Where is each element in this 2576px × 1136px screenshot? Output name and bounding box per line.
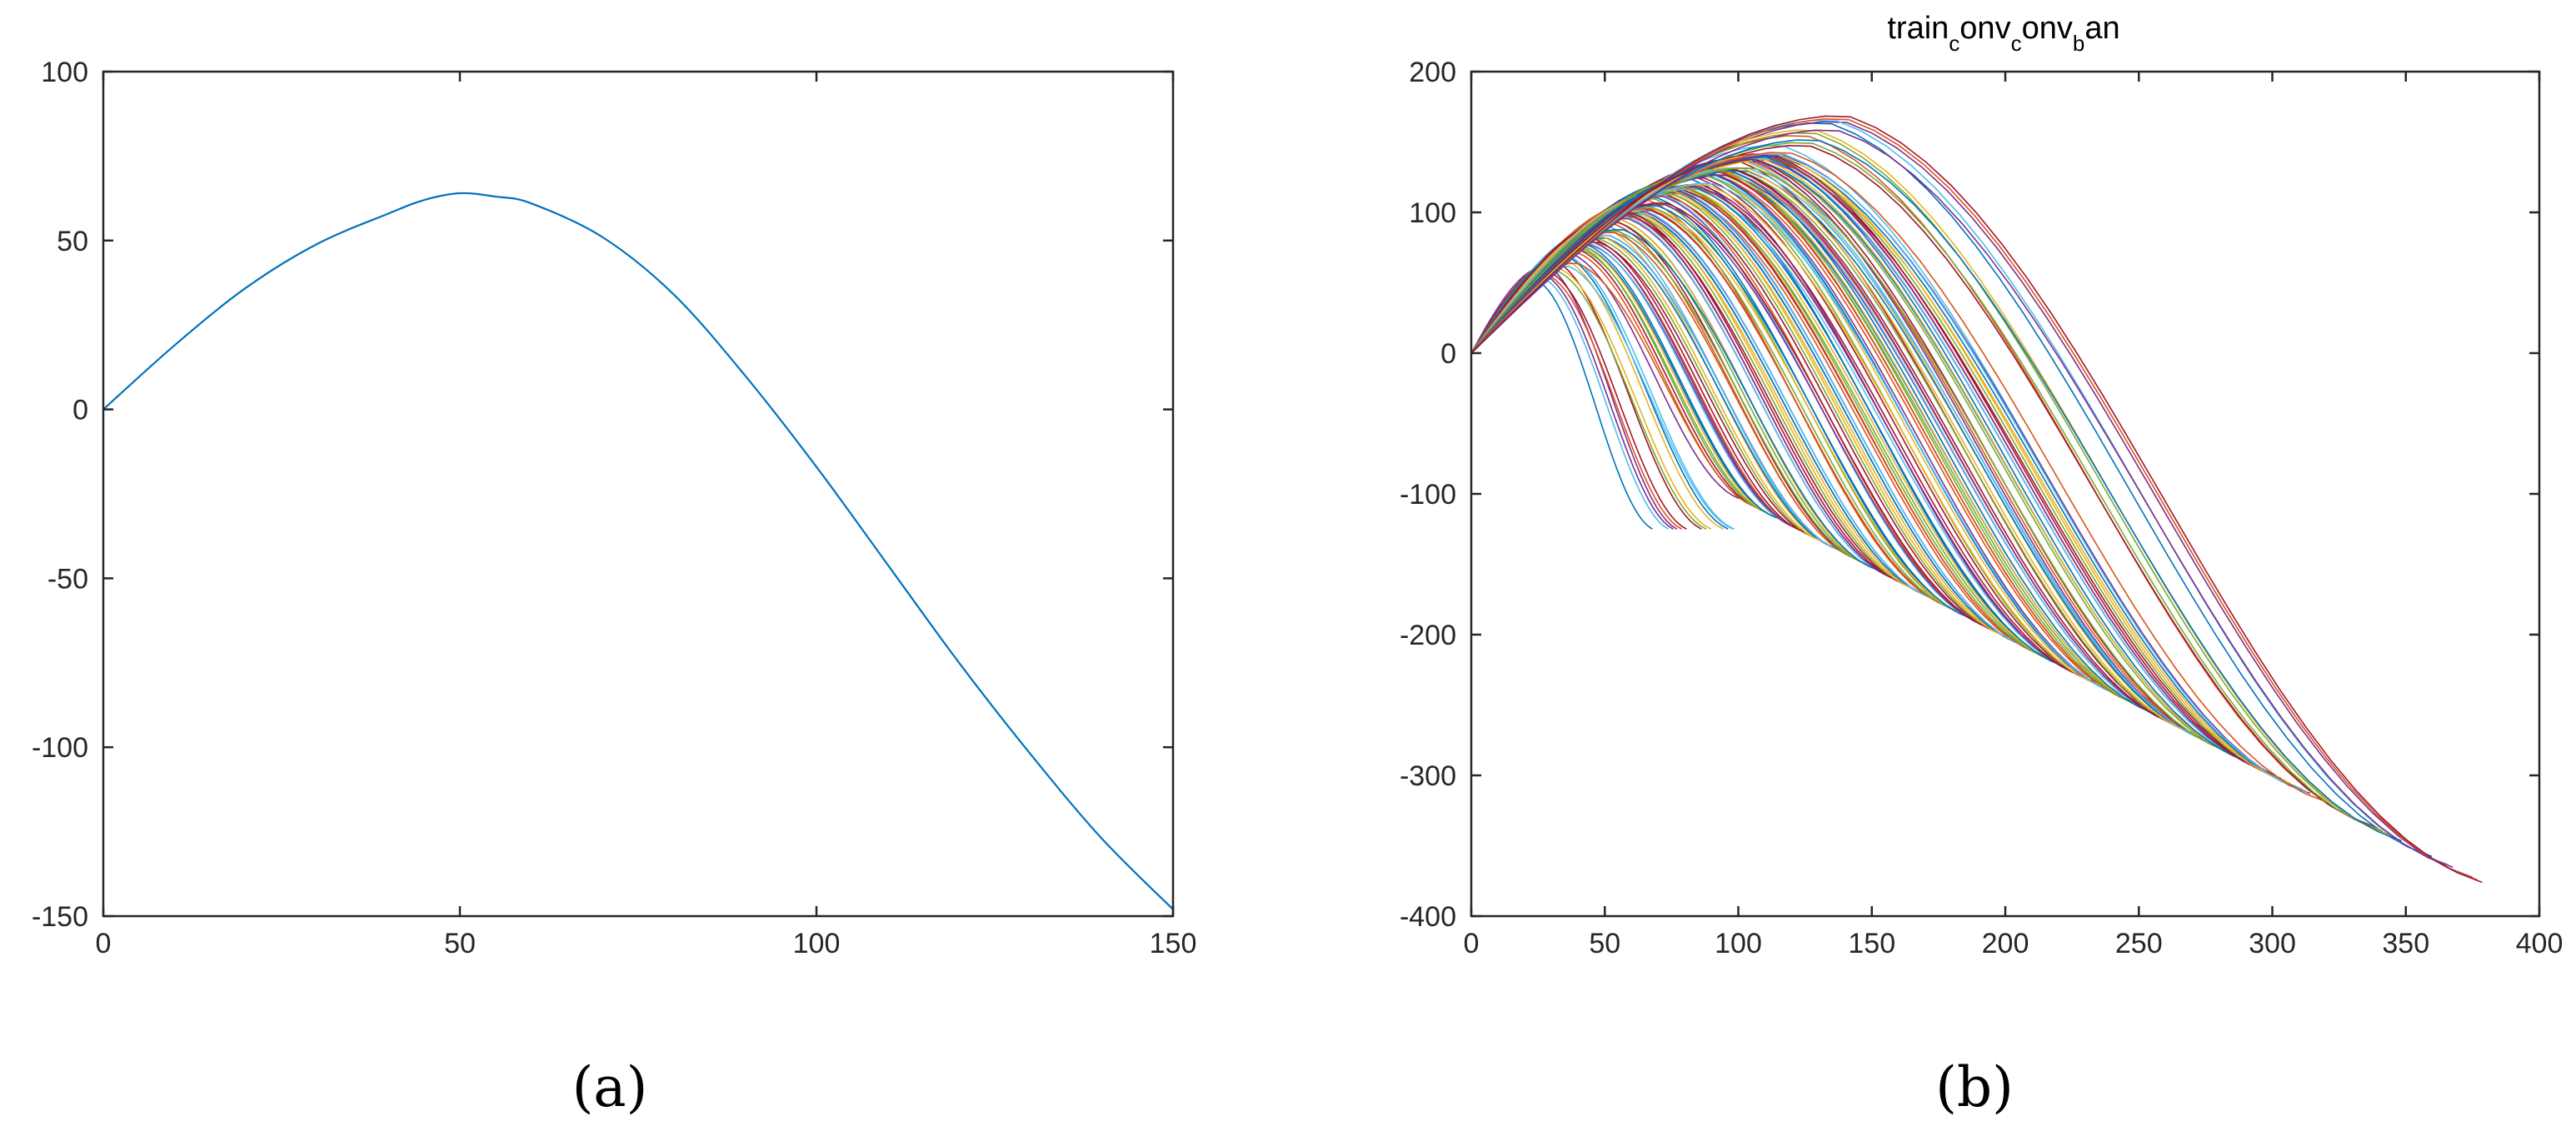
x-tick-label-b: 350 xyxy=(2382,928,2429,959)
y-tick-label-b: -300 xyxy=(1400,760,1456,792)
series-line-b-1 xyxy=(1470,265,1678,530)
x-tick-label-b: 200 xyxy=(1982,928,2029,959)
x-tick-label-b: 50 xyxy=(1589,928,1620,959)
series-line-b-126 xyxy=(1470,188,2027,648)
title-part: an xyxy=(2084,11,2119,46)
title-part: onv xyxy=(2022,11,2073,46)
x-tick-label-a: 100 xyxy=(793,928,841,959)
series-group-b xyxy=(1470,115,2483,884)
title-subscript: c xyxy=(2011,31,2022,56)
y-tick-label-a: 50 xyxy=(57,226,88,257)
title-part: train xyxy=(1887,11,1949,46)
series-group-a xyxy=(102,192,1174,910)
series-line-b-145 xyxy=(1470,153,2274,776)
series-line-b-2 xyxy=(1470,261,1702,530)
plot-area-a xyxy=(103,72,1173,916)
y-tick-label-b: 100 xyxy=(1409,197,1456,229)
y-tick-label-a: -50 xyxy=(47,563,88,595)
x-tick-label-a: 50 xyxy=(444,928,476,959)
y-tick-label-b: -400 xyxy=(1400,901,1456,933)
ticks-a: 0 50 100 150 -150 -100 -50 0 50 100 xyxy=(32,57,1196,959)
y-tick-label-a: 100 xyxy=(41,57,88,88)
series-line-b-117 xyxy=(1470,212,1901,583)
title-part: onv xyxy=(1959,11,2010,46)
x-tick-label-b: 300 xyxy=(2249,928,2296,959)
series-line-b-147 xyxy=(1470,153,2308,793)
chart-panel-a: 0 50 100 150 -150 -100 -50 0 50 100 (a) xyxy=(32,57,1196,1119)
y-tick-label-a: -100 xyxy=(32,732,88,764)
series-line-b-128 xyxy=(1470,187,2049,660)
series-line-b-151 xyxy=(1470,129,2454,869)
series-line-b-136 xyxy=(1470,168,2159,716)
title-subscript: c xyxy=(1949,31,1959,56)
y-tick-label-b: 0 xyxy=(1440,338,1456,370)
x-tick-label-b: 250 xyxy=(2115,928,2163,959)
y-tick-label-a: -150 xyxy=(32,901,88,933)
axes-a xyxy=(102,70,1175,918)
x-tick-label-b: 400 xyxy=(2516,928,2564,959)
chart-title-b: trainconvconvban xyxy=(1887,11,2119,56)
panel-label-b: (b) xyxy=(1935,1055,2014,1119)
x-tick-label-a: 150 xyxy=(1150,928,1197,959)
x-tick-label-b: 100 xyxy=(1715,928,1762,959)
series-line-a-0 xyxy=(102,192,1174,910)
title-subscript: b xyxy=(2073,31,2084,56)
axes-frame-a xyxy=(102,70,1175,918)
chart-panel-b: 0 50 100 150 200 250 300 350 400 -400 -300 -200 -100… xyxy=(1400,11,2563,1119)
x-tick-label-b: 0 xyxy=(1464,928,1480,959)
series-line-b-125 xyxy=(1470,189,2011,640)
y-tick-label-b: -100 xyxy=(1400,479,1456,511)
series-line-b-143 xyxy=(1470,154,2253,765)
y-tick-label-a: 0 xyxy=(72,395,88,426)
y-tick-label-b: -200 xyxy=(1400,620,1456,651)
series-line-b-108 xyxy=(1470,242,1778,519)
series-line-b-152 xyxy=(1470,115,2483,884)
y-tick-label-b: 200 xyxy=(1409,57,1456,88)
x-tick-label-b: 150 xyxy=(1848,928,1895,959)
panel-label-a: (a) xyxy=(572,1055,648,1119)
series-line-b-135 xyxy=(1470,168,2143,708)
series-line-b-118 xyxy=(1470,211,1917,591)
x-tick-label-a: 0 xyxy=(96,928,112,959)
ticks-b: 0 50 100 150 200 250 300 350 400 -400 -300 -200 -100… xyxy=(1400,57,2563,959)
